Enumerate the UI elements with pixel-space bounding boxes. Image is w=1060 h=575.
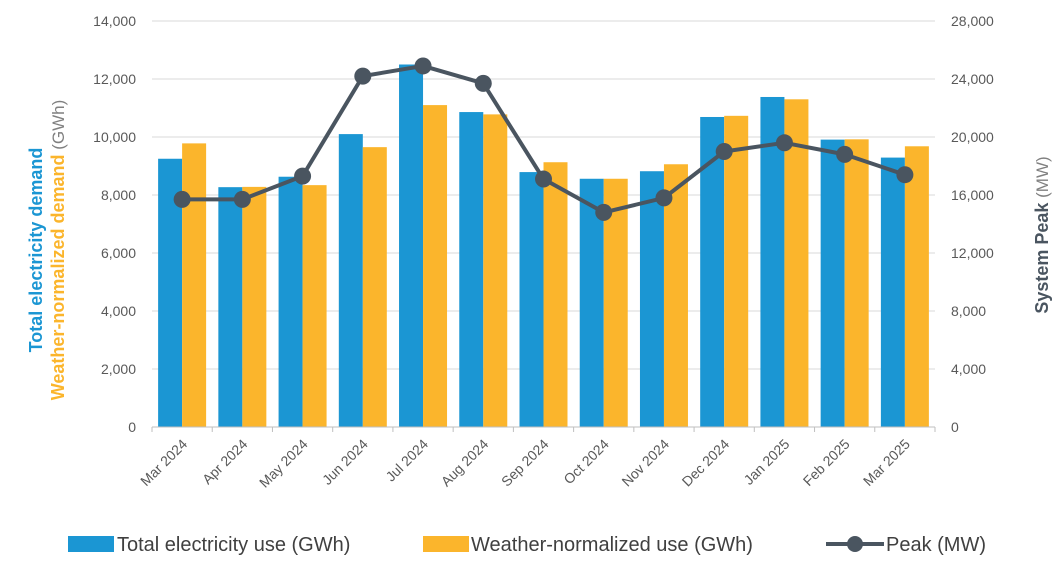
peak-marker: [655, 189, 673, 207]
y-left-tick-label: 12,000: [93, 71, 136, 87]
bar-total-use: [820, 139, 845, 428]
y-left-tick-label: 0: [128, 419, 136, 435]
bar-weather-normalized: [543, 162, 568, 428]
peak-marker: [775, 134, 793, 152]
y-left-axis-title: Total electricity demand: [26, 148, 46, 353]
peak-marker: [535, 170, 552, 188]
bar-weather-normalized: [784, 99, 809, 428]
bar-weather-normalized: [362, 147, 387, 427]
peak-line: [173, 57, 914, 221]
bar-total-use: [700, 116, 725, 428]
x-tick-label: Feb 2025: [800, 436, 853, 489]
y-right-tick-label: 12,000: [951, 245, 994, 261]
y-right-tick-label: 24,000: [951, 71, 994, 87]
y-left-tick-label: 8,000: [101, 187, 136, 203]
peak-marker: [294, 167, 312, 185]
peak-marker: [354, 67, 372, 85]
y-left-title-unit: (GWh): [49, 100, 68, 155]
y-right-tick-label: 8,000: [951, 303, 986, 319]
bar-weather-normalized: [242, 186, 267, 427]
bar-total-use: [519, 172, 544, 427]
y-left-tick-label: 4,000: [101, 303, 136, 319]
bar-total-use: [218, 187, 243, 427]
y-right-title-unit: (MW): [1033, 156, 1052, 202]
peak-marker: [233, 190, 251, 208]
bar-weather-normalized: [663, 164, 688, 427]
legend-label-peak: Peak (MW): [886, 534, 986, 556]
bar-weather-normalized: [844, 139, 869, 427]
y-left-tick-label: 6,000: [101, 245, 136, 261]
x-tick-label: Oct 2024: [560, 436, 612, 488]
x-tick-label: Mar 2025: [860, 436, 913, 489]
y-left-title-line1: Total electricity demand: [26, 148, 46, 353]
x-tick-label: Jun 2024: [319, 436, 371, 488]
peak-marker: [715, 143, 733, 160]
peak-marker: [474, 74, 492, 92]
y-left-tick-label: 2,000: [101, 361, 136, 377]
y-right-axis-title: System Peak (MW): [1032, 156, 1052, 313]
bar-total-use: [338, 134, 363, 427]
x-tick-label: Aug 2024: [438, 436, 492, 490]
x-tick-label: Dec 2024: [679, 436, 733, 490]
legend-swatch-weather: [423, 536, 469, 552]
legend-label-total: Total electricity use (GWh): [117, 534, 350, 556]
bar-total-use: [579, 178, 604, 427]
legend-label-weather: Weather-normalized use (GWh): [471, 534, 753, 556]
bar-total-use: [760, 96, 785, 427]
y-left-axis-title-2: Weather-normalized demand (GWh): [48, 100, 68, 401]
y-left-tick-label: 10,000: [93, 129, 136, 145]
bar-weather-normalized: [483, 114, 508, 427]
y-right-title: System Peak: [1032, 202, 1052, 314]
bars: [158, 64, 929, 428]
peak-marker: [173, 190, 191, 208]
y-left-title-line2: Weather-normalized demand: [48, 155, 68, 401]
x-tick-label: Mar 2024: [137, 436, 190, 489]
y-right-tick-label: 20,000: [951, 129, 994, 145]
y-right-tick-label: 28,000: [951, 13, 994, 29]
y-right-tick-label: 4,000: [951, 361, 986, 377]
y-left-ticks: 0 2,000 4,000 6,000 8,000 10,000 12,000 14,000: [93, 13, 136, 435]
bar-weather-normalized: [302, 185, 327, 427]
x-tick-label: May 2024: [256, 436, 311, 491]
peak-marker: [595, 203, 613, 221]
bar-weather-normalized: [904, 146, 929, 427]
bar-total-use: [639, 171, 664, 427]
x-ticks: Mar 2024 Apr 2024 May 2024 Jun 2024 Jul 2024…: [137, 436, 913, 491]
bar-weather-normalized: [603, 178, 628, 427]
y-right-ticks: 0 4,000 8,000 12,000 16,000 20,000 24,000 28,00…: [951, 13, 994, 435]
legend: Total electricity use (GWh) Weather-norm…: [68, 534, 986, 556]
peak-marker: [414, 57, 432, 75]
legend-swatch-peak-marker: [847, 536, 863, 552]
x-tick-label: Jul 2024: [382, 436, 431, 485]
x-tick-label: Sep 2024: [498, 436, 552, 490]
x-tick-label: Jan 2025: [740, 436, 792, 488]
x-tick-label: Nov 2024: [618, 436, 672, 490]
bar-total-use: [399, 64, 424, 427]
peak-marker: [896, 166, 914, 184]
bar-weather-normalized: [182, 143, 207, 427]
peak-marker: [836, 145, 854, 163]
x-tick-label: Apr 2024: [199, 436, 251, 488]
bar-weather-normalized: [724, 115, 749, 427]
legend-swatch-total: [68, 536, 114, 552]
bar-total-use: [880, 157, 905, 427]
y-right-tick-label: 16,000: [951, 187, 994, 203]
bar-total-use: [459, 112, 484, 427]
bar-total-use: [278, 176, 303, 427]
bar-weather-normalized: [423, 105, 448, 427]
axes: [151, 426, 936, 432]
y-left-tick-label: 14,000: [93, 13, 136, 29]
y-right-tick-label: 0: [951, 419, 959, 435]
